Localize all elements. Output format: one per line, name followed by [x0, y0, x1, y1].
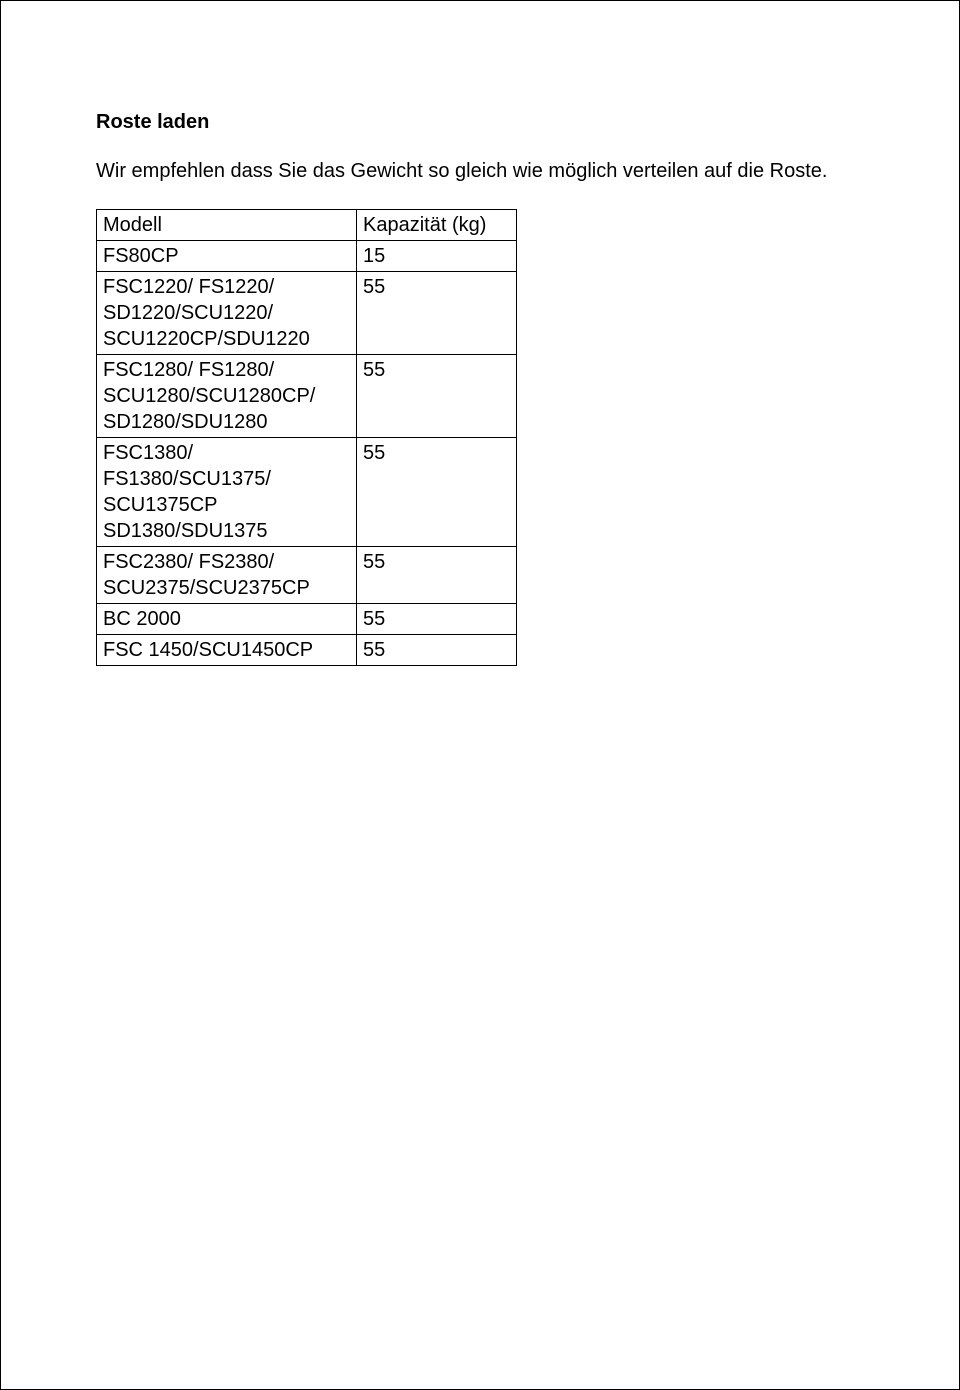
capacity-table: Modell Kapazität (kg) FS80CP 15 FSC1220/…	[96, 209, 517, 666]
table-row: FSC2380/ FS2380/SCU2375/SCU2375CP 55	[97, 547, 517, 604]
cell-model: BC 2000	[97, 604, 357, 635]
table-row: FSC 1450/SCU1450CP 55	[97, 635, 517, 666]
table-row: BC 2000 55	[97, 604, 517, 635]
cell-capacity: 55	[357, 547, 517, 604]
cell-model: FSC1220/ FS1220/SD1220/SCU1220/SCU1220CP…	[97, 272, 357, 355]
cell-model: FSC 1450/SCU1450CP	[97, 635, 357, 666]
cell-capacity: 15	[357, 241, 517, 272]
section-heading: Roste laden	[96, 111, 864, 134]
cell-model: FSC2380/ FS2380/SCU2375/SCU2375CP	[97, 547, 357, 604]
table-row: FSC1220/ FS1220/SD1220/SCU1220/SCU1220CP…	[97, 272, 517, 355]
cell-capacity: 55	[357, 272, 517, 355]
cell-capacity: 55	[357, 355, 517, 438]
table-row: FS80CP 15	[97, 241, 517, 272]
intro-text: Wir empfehlen dass Sie das Gewicht so gl…	[96, 158, 864, 185]
header-model: Modell	[97, 210, 357, 241]
cell-capacity: 55	[357, 604, 517, 635]
cell-capacity: 55	[357, 635, 517, 666]
cell-model: FSC1280/ FS1280/SCU1280/SCU1280CP/SD1280…	[97, 355, 357, 438]
table-header-row: Modell Kapazität (kg)	[97, 210, 517, 241]
table-row: FSC1280/ FS1280/SCU1280/SCU1280CP/SD1280…	[97, 355, 517, 438]
cell-model: FSC1380/FS1380/SCU1375/SCU1375CPSD1380/S…	[97, 438, 357, 547]
table-row: FSC1380/FS1380/SCU1375/SCU1375CPSD1380/S…	[97, 438, 517, 547]
header-capacity: Kapazität (kg)	[357, 210, 517, 241]
cell-model: FS80CP	[97, 241, 357, 272]
cell-capacity: 55	[357, 438, 517, 547]
